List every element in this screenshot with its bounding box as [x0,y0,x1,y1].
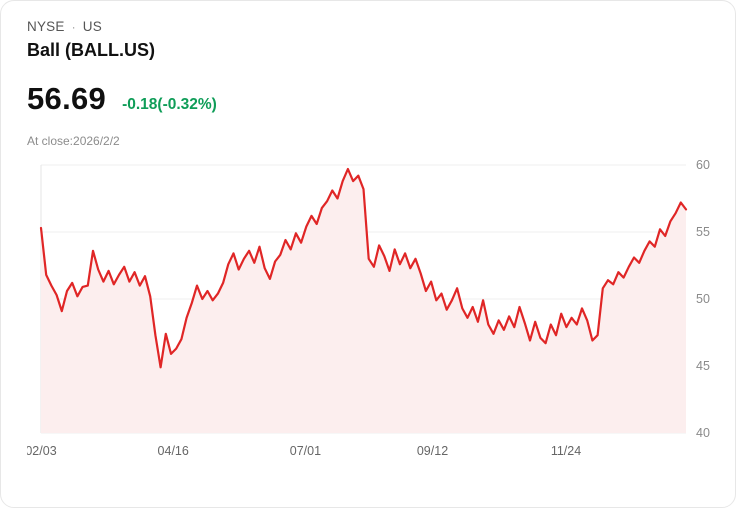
x-axis-label: 04/16 [158,444,189,458]
close-note: At close:2026/2/2 [27,134,120,148]
price-chart-svg: 60 55 50 45 40 02/03 04/16 07/01 09/12 11/24 [25,158,710,458]
y-axis-label: 60 [696,160,710,172]
exchange-row: NYSE · US [27,19,735,34]
y-axis-label: 55 [696,225,710,239]
price-value: 56.69 [27,81,107,116]
price-chart[interactable]: 60 55 50 45 40 02/03 04/16 07/01 09/12 11/24 [25,158,735,460]
separator-dot: · [71,20,76,34]
price-row: 56.69 -0.18(-0.32%) [27,81,735,117]
price-line [39,167,688,369]
y-axis-label: 40 [696,426,710,440]
x-axis-label: 02/03 [27,444,57,458]
stock-title: Ball (BALL.US) [27,40,155,60]
price-change: -0.18(-0.32%) [122,96,217,113]
x-axis-label: 07/01 [290,444,321,458]
x-axis-label: 11/24 [551,444,581,458]
area-fill [41,169,686,433]
region-label: US [82,19,102,34]
exchange-label: NYSE [27,19,65,34]
x-axis-label: 09/12 [417,444,448,458]
y-axis-label: 45 [696,359,710,373]
y-axis-label: 50 [696,292,710,306]
